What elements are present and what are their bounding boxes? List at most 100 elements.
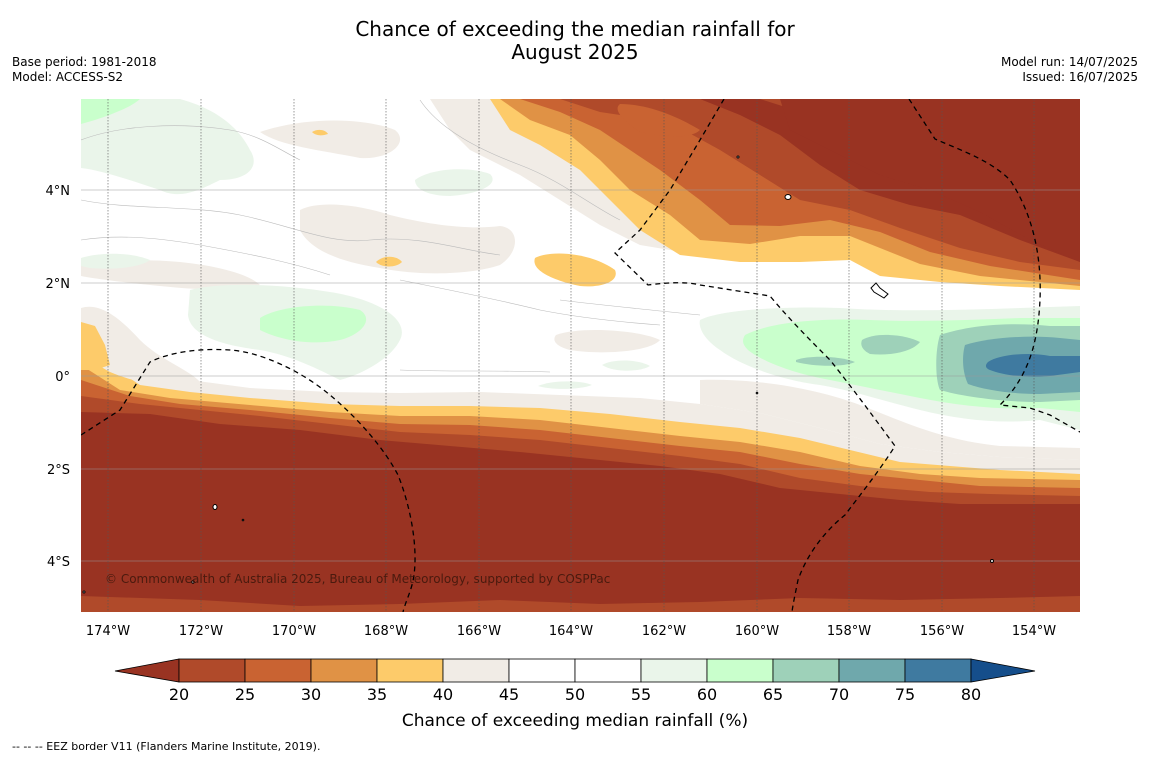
region-60-65-w (260, 305, 367, 343)
lat-gridlines (81, 189, 1080, 562)
region-below-20-north-2 (780, 99, 1080, 262)
region-below-20-south (81, 412, 1080, 612)
colorbar-above-80 (970, 658, 1036, 683)
islands (82, 155, 994, 594)
region-35-40-small-a (376, 256, 402, 267)
lon-label: 162°W (642, 624, 686, 639)
island-f (755, 391, 759, 395)
island-h (191, 580, 195, 584)
lon-label: 166°W (457, 624, 501, 639)
colorbar-tick: 60 (697, 685, 717, 704)
contour-lines (81, 99, 701, 373)
eez-footnote: -- -- -- EEZ border V11 (Flanders Marine… (12, 740, 321, 753)
island-g (736, 155, 740, 159)
colorbar-tick: 75 (895, 685, 915, 704)
lon-label: 174°W (86, 624, 130, 639)
region-55-60-w2 (81, 253, 150, 269)
region-35-40-west (81, 322, 110, 370)
colorbar-65-70 (772, 658, 840, 683)
island-i (82, 590, 86, 594)
region-55-60-small2 (538, 381, 592, 389)
region-65-70-a (861, 334, 920, 355)
region-40-45-east-equator (700, 379, 1080, 460)
region-25-30-north-inner (617, 104, 700, 137)
colorbar-35-40 (376, 658, 444, 683)
island-b (870, 282, 889, 299)
lon-axis-labels: 174°W 172°W 170°W 168°W 166°W 164°W 162°… (86, 624, 1056, 639)
lat-label: 4°N (46, 184, 71, 199)
eez-border-center (614, 99, 896, 612)
title-line-1: Chance of exceeding the median rainfall … (355, 17, 795, 41)
model-run-text: Model run: 14/07/2025 (1000, 55, 1138, 69)
colorbar-40-45 (442, 658, 510, 683)
copyright-text: © Commonwealth of Australia 2025, Bureau… (105, 572, 610, 586)
colorbar-tick: 45 (499, 685, 519, 704)
lat-label: 2°N (46, 277, 71, 292)
island-c (212, 504, 218, 510)
eez-border-east (908, 99, 1080, 433)
colorbar-50-55 (574, 658, 642, 683)
lon-label: 154°W (1012, 624, 1056, 639)
colorbar-ticks: 20 25 30 35 40 45 50 55 60 65 70 75 80 (169, 685, 981, 704)
region-40-45-west-top (260, 120, 401, 159)
region-55-60-small (602, 360, 650, 371)
region-60-65-nw (81, 99, 140, 124)
model-text: Model: ACCESS-S2 (12, 70, 124, 84)
base-period-text: Base period: 1981-2018 (12, 55, 157, 69)
region-35-40-blob (534, 253, 616, 287)
colorbar-label: Chance of exceeding median rainfall (%) (402, 711, 748, 731)
colorbar-30-35 (310, 658, 378, 683)
lon-label: 168°W (364, 624, 408, 639)
colorbar-60-65 (706, 658, 774, 683)
lon-gridlines (107, 99, 1035, 612)
meta-right: Model run: 14/07/2025 Issued: 16/07/2025 (1001, 55, 1138, 85)
region-35-40-small-b (312, 129, 328, 136)
colorbar-tick: 70 (829, 685, 849, 704)
eez-borders (81, 99, 1080, 612)
colorbar-20-25 (178, 658, 246, 683)
colorbar-tick: 30 (301, 685, 321, 704)
lon-label: 172°W (179, 624, 223, 639)
region-40-45-equator-west (81, 306, 200, 386)
lon-label: 156°W (920, 624, 964, 639)
colorbar-tick: 80 (961, 685, 981, 704)
colorbar-tick: 55 (631, 685, 651, 704)
lon-label: 158°W (827, 624, 871, 639)
region-40-45-patch-a (554, 329, 660, 353)
map-title: Chance of exceeding the median rainfall … (0, 18, 1150, 64)
lat-axis-labels: 4°N 2°N 0° 2°S 4°S (46, 184, 71, 570)
lon-label: 170°W (272, 624, 316, 639)
island-e (241, 518, 245, 522)
lat-label: 0° (55, 370, 70, 385)
issued-text: Issued: 16/07/2025 (1022, 70, 1138, 84)
island-d (990, 559, 994, 563)
colorbar-tick: 65 (763, 685, 783, 704)
colorbar-70-75 (838, 658, 906, 683)
lon-label: 160°W (735, 624, 779, 639)
title-line-2: August 2025 (511, 40, 639, 64)
colorbar-tick: 40 (433, 685, 453, 704)
eez-border-west (81, 348, 416, 612)
region-40-45-central (300, 204, 515, 274)
region-65-70-b (796, 356, 855, 366)
colorbar-55-60 (640, 658, 708, 683)
region-20-25-southedge (81, 596, 1080, 612)
region-40-45-midwest (81, 260, 260, 290)
colorbar-tick: 20 (169, 685, 189, 704)
colorbar-tick: 35 (367, 685, 387, 704)
lat-label: 4°S (47, 555, 70, 570)
region-55-60-nw (81, 99, 254, 195)
colorbar-tick: 50 (565, 685, 585, 704)
colorbar-tick: 25 (235, 685, 255, 704)
colorbar-75-80 (904, 658, 972, 683)
meta-left: Base period: 1981-2018 Model: ACCESS-S2 (12, 55, 157, 85)
colorbar-below-20 (114, 658, 180, 683)
region-75-80-east (985, 354, 1080, 377)
colorbar (114, 658, 1036, 683)
colorbar-25-30 (244, 658, 312, 683)
island-a (784, 194, 792, 200)
region-55-60-n (415, 169, 493, 196)
colorbar-45-50 (508, 658, 576, 683)
region-20-25-blob (728, 126, 752, 137)
